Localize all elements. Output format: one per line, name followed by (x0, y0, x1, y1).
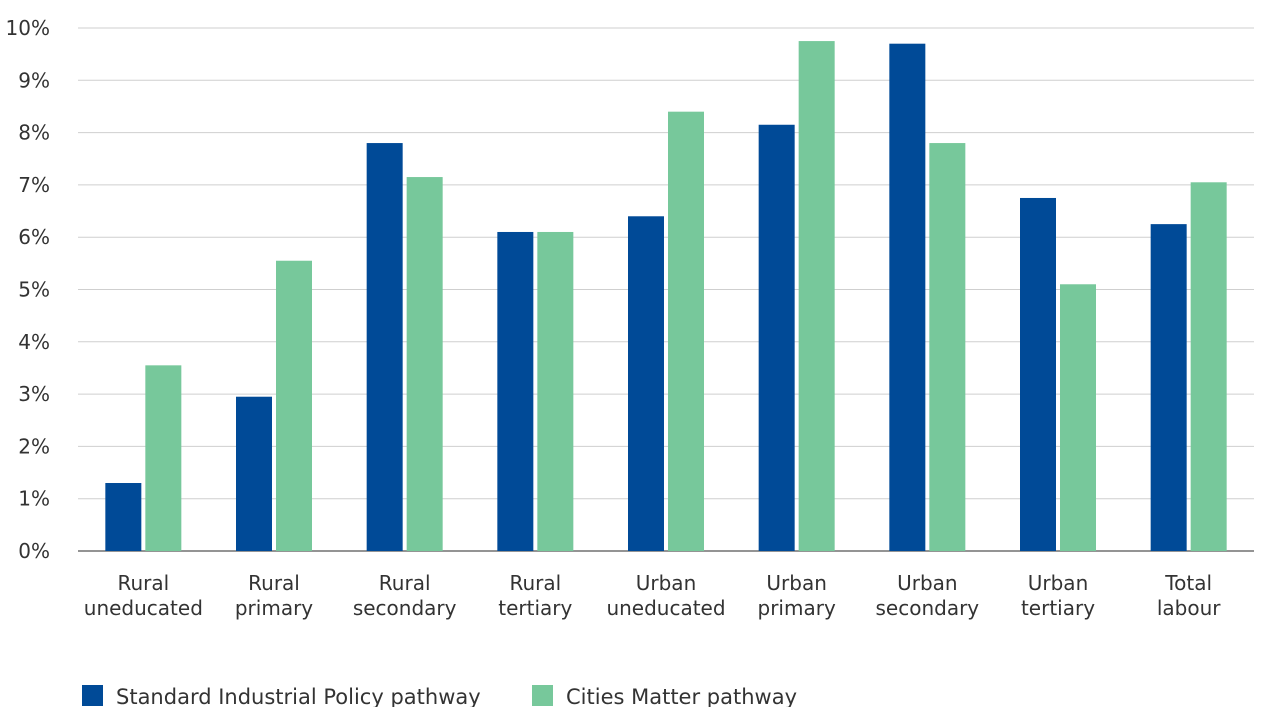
x-tick-label: Urban secondary (876, 571, 980, 620)
bar-cities-8 (1191, 182, 1227, 551)
y-tick-label: 3% (18, 382, 50, 406)
y-tick-label: 6% (18, 225, 50, 249)
x-tick-label: Total labour (1157, 571, 1221, 620)
x-tick-label: Rural uneducated (84, 571, 203, 620)
x-tick-label: Urban tertiary (1021, 571, 1095, 620)
bar-cities-7 (1060, 284, 1096, 551)
bar-standard-5 (759, 125, 795, 551)
bar-standard-6 (889, 44, 925, 551)
bar-standard-8 (1151, 224, 1187, 551)
y-tick-label: 10% (6, 16, 50, 40)
y-tick-label: 0% (18, 539, 50, 563)
x-tick-label: Rural tertiary (498, 571, 572, 620)
bar-standard-3 (497, 232, 533, 551)
legend-swatch (82, 685, 103, 706)
bar-standard-1 (236, 397, 272, 551)
legend-label: Cities Matter pathway (566, 685, 797, 707)
x-tick-label: Rural secondary (353, 571, 457, 620)
bar-cities-2 (407, 177, 443, 551)
bar-cities-6 (929, 143, 965, 551)
x-tick-label: Urban uneducated (606, 571, 725, 620)
y-tick-label: 1% (18, 487, 50, 511)
y-tick-label: 7% (18, 173, 50, 197)
bar-cities-3 (537, 232, 573, 551)
bars (105, 41, 1226, 551)
y-tick-label: 8% (18, 121, 50, 145)
bar-standard-7 (1020, 198, 1056, 551)
legend-label: Standard Industrial Policy pathway (116, 685, 481, 707)
y-tick-label: 4% (18, 330, 50, 354)
x-tick-label: Urban primary (758, 571, 836, 620)
y-axis-ticks: 0% 1% 2% 3% 4% 5% 6% 7% 8% 9% 10% (6, 16, 50, 563)
legend-swatch (532, 685, 553, 706)
bar-standard-0 (105, 483, 141, 551)
y-tick-label: 9% (18, 68, 50, 92)
bar-standard-2 (367, 143, 403, 551)
y-tick-label: 5% (18, 278, 50, 302)
bar-cities-0 (145, 365, 181, 551)
bar-standard-4 (628, 216, 664, 551)
bar-cities-1 (276, 261, 312, 551)
bar-cities-4 (668, 112, 704, 551)
bar-cities-5 (799, 41, 835, 551)
legend: Standard Industrial Policy pathway Cities… (82, 685, 797, 707)
y-tick-label: 2% (18, 434, 50, 458)
x-axis-ticks: Rural uneducated Rural primary Rural secondar… (84, 571, 1221, 620)
x-tick-label: Rural primary (235, 571, 313, 620)
